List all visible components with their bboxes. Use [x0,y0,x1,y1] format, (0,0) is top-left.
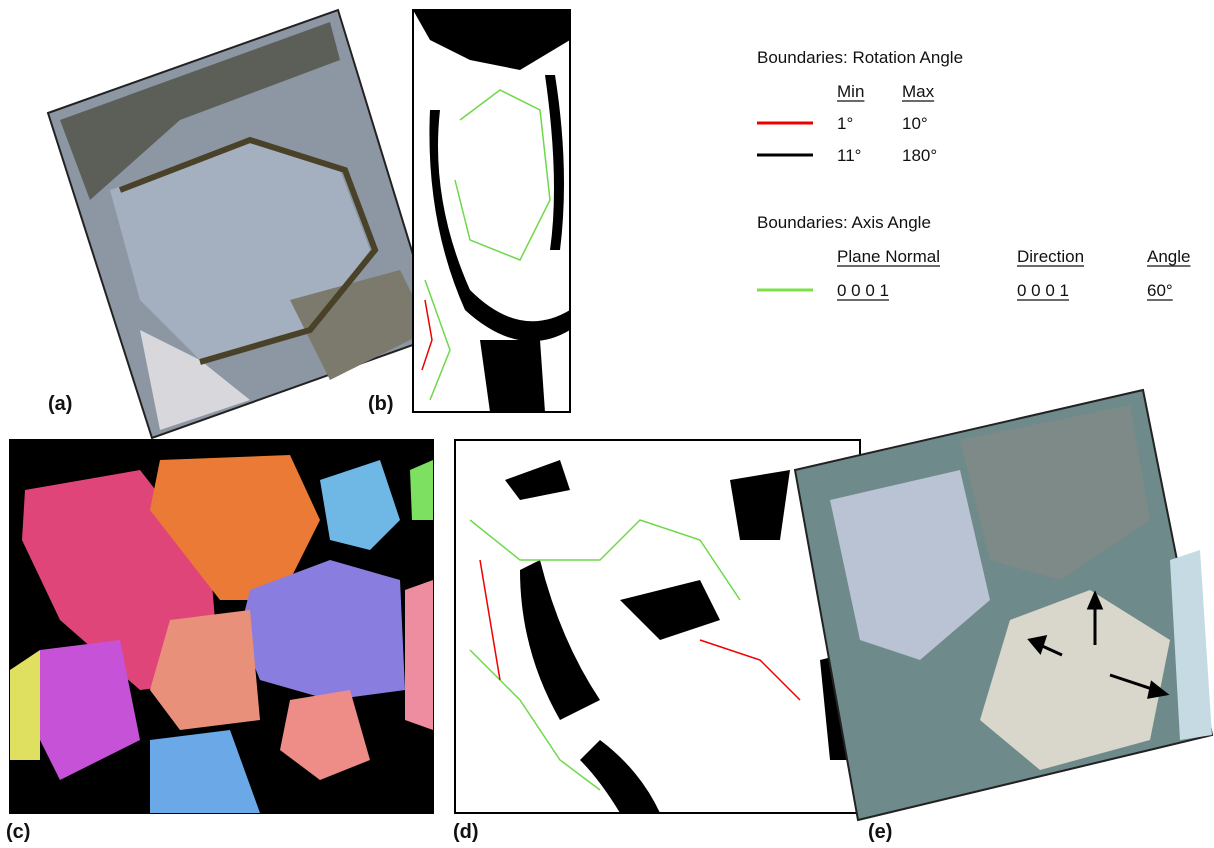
grain [410,460,433,520]
map-c [10,440,433,813]
legend: Boundaries: Rotation Angle Min Max 1° 10… [757,48,1190,300]
legend-cell: 1° [837,114,853,133]
legend-header: Angle [1147,247,1190,266]
legend-cell: 180° [902,146,937,165]
legend-header: Direction [1017,247,1084,266]
legend-cell: 0 0 0 1 [837,281,889,300]
legend-title: Boundaries: Axis Angle [757,213,931,232]
legend-header: Min [837,82,864,101]
legend-cell: 60° [1147,281,1173,300]
panel-label: (c) [6,821,30,843]
page: {"panels": [{"label": "(a)"}, {"label": … [0,0,1214,848]
black-region [480,340,545,412]
micrograph-a [48,10,438,438]
black-region [730,470,790,540]
panel-label: (e) [868,821,892,843]
figure: (a) (b) (c) (d) (e) Boundaries: Rotation… [0,0,1214,848]
legend-header: Max [902,82,935,101]
legend-cell: 10° [902,114,928,133]
grain [405,580,433,730]
legend-header: Plane Normal [837,247,940,266]
panel-label: (b) [368,393,394,415]
legend-title: Boundaries: Rotation Angle [757,48,963,67]
panel-label: (d) [453,821,479,843]
legend-cell: 0 0 0 1 [1017,281,1069,300]
panel-label: (a) [48,393,72,415]
legend-cell: 11° [837,146,861,165]
map-b [413,10,570,412]
